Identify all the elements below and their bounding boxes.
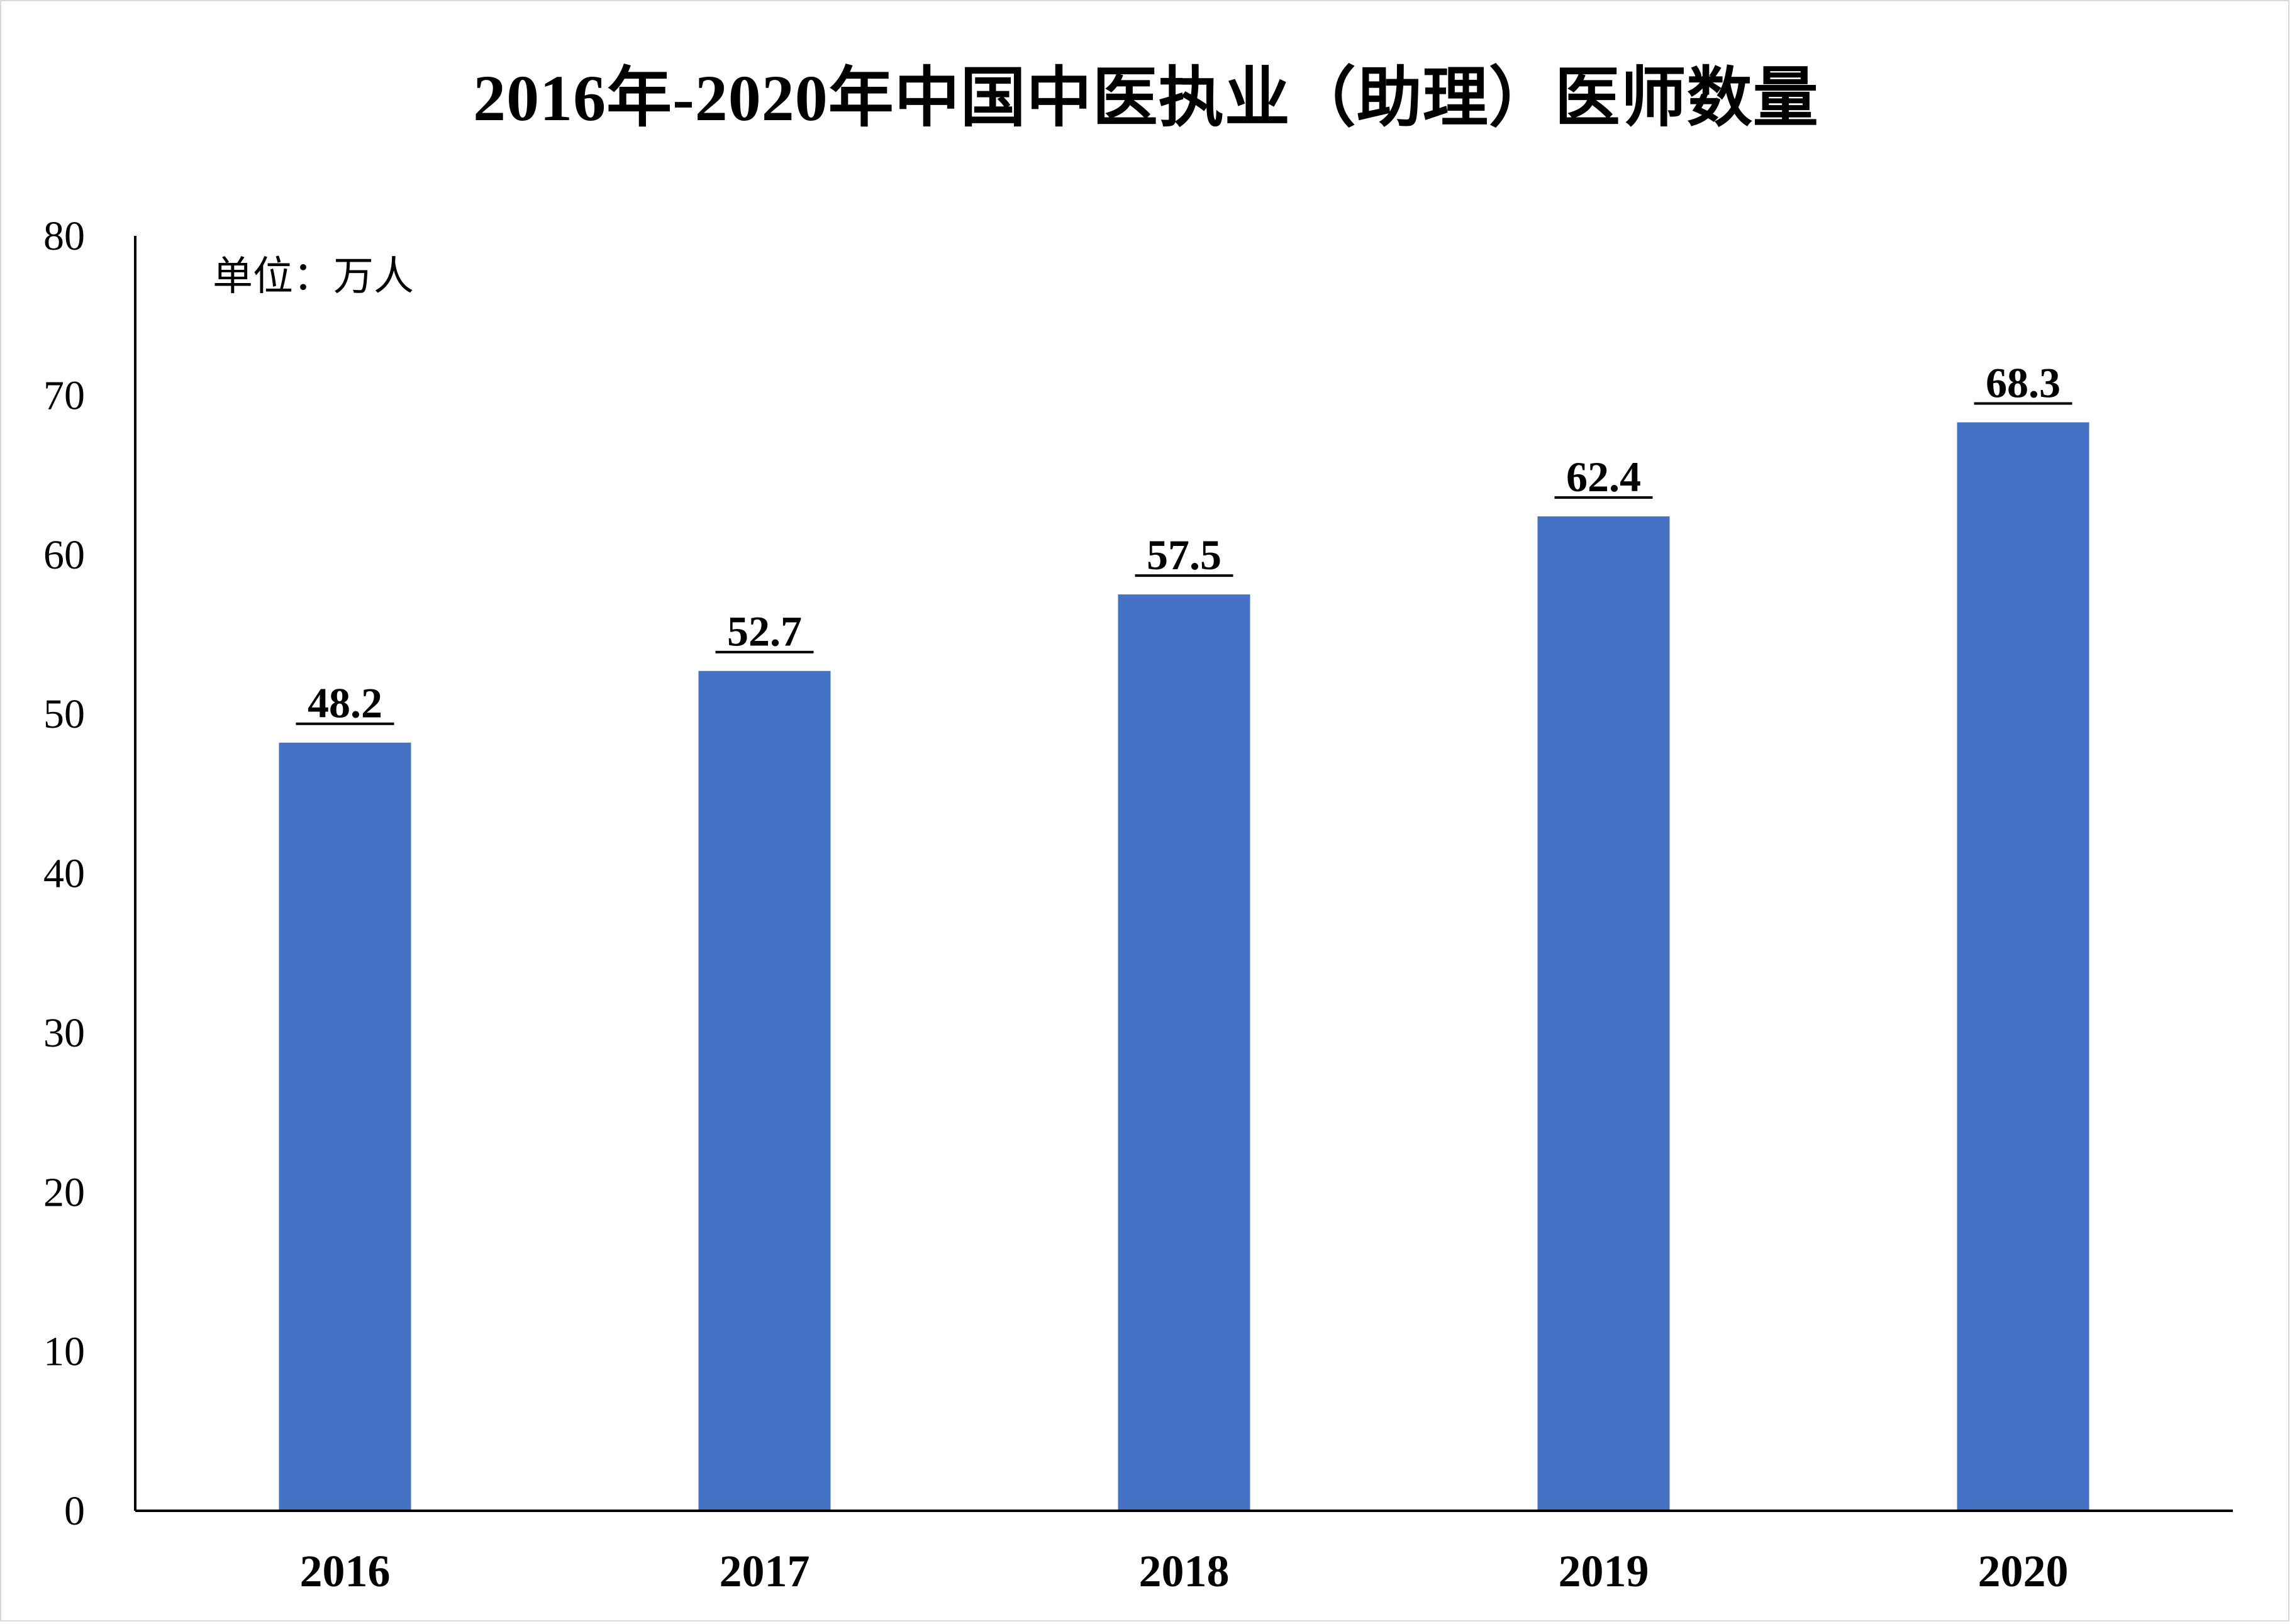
bar-2020 [1957,422,2089,1511]
x-tick-label-2016: 2016 [300,1546,391,1596]
bar-2019 [1537,516,1670,1511]
data-label-2020: 68.3 [1986,359,2061,406]
bar-2018 [1118,594,1250,1511]
bars [279,422,2089,1511]
data-label-2019: 62.4 [1566,453,1641,501]
data-label-2018: 57.5 [1147,531,1221,579]
y-tick-label: 40 [43,851,85,897]
data-label-2016: 48.2 [308,679,382,727]
y-axis-ticks: 0 10 20 30 40 50 60 70 80 [43,213,85,1534]
y-tick-label: 20 [43,1169,85,1215]
bar-2017 [698,670,831,1511]
y-tick-label: 60 [43,532,85,578]
x-tick-label-2019: 2019 [1559,1546,1649,1596]
y-tick-label: 50 [43,691,85,737]
data-labels: 48.2 52.7 57.5 62.4 68.3 [296,359,2072,727]
unit-label: 单位：万人 [213,253,414,300]
x-tick-label-2020: 2020 [1978,1546,2069,1596]
data-label-2017: 52.7 [727,608,802,655]
y-tick-label: 30 [43,1010,85,1056]
y-tick-label: 80 [43,213,85,259]
y-tick-label: 10 [43,1329,85,1375]
y-tick-label: 70 [43,372,85,418]
x-tick-label-2017: 2017 [720,1546,810,1596]
x-tick-label-2018: 2018 [1139,1546,1230,1596]
chart-title: 2016年-2020年中国中医执业（助理）医师数量 [473,62,1819,135]
x-axis-labels: 2016 2017 2018 2019 2020 [300,1546,2069,1596]
y-tick-label: 0 [64,1488,85,1534]
bar-2016 [279,742,411,1511]
